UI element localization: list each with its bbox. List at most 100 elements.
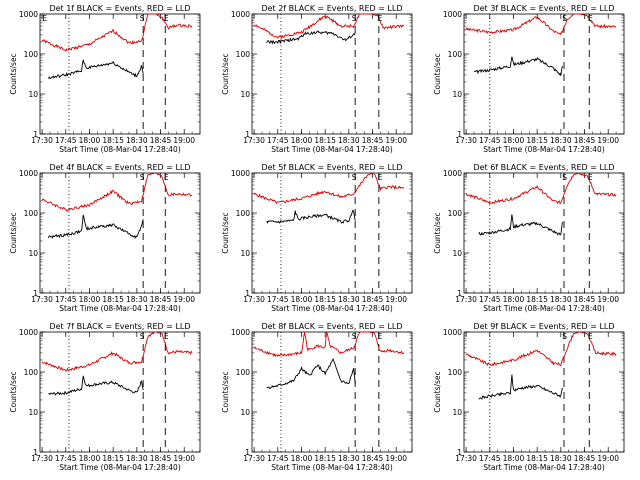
x-tick-label: 18:45	[574, 295, 596, 304]
x-tick-label: 18:00	[291, 136, 313, 145]
x-axis-label: Start Time (08-Mar-04 17:28:40)	[59, 145, 181, 154]
y-tick-label: 1	[245, 448, 250, 457]
y-tick-label: 1000	[231, 169, 250, 178]
y-axis-label: Counts/sec	[9, 53, 18, 94]
x-tick-label: 18:45	[362, 454, 384, 463]
plot-frame	[251, 331, 413, 453]
x-tick-label: 18:15	[102, 295, 124, 304]
end-marker: E	[42, 14, 47, 23]
y-tick-label: 100	[236, 368, 251, 377]
lld-series-line	[253, 13, 405, 40]
end-marker: E	[377, 14, 382, 23]
plot-frame	[251, 13, 413, 135]
start-marker: S	[352, 173, 357, 182]
x-tick-label: 17:45	[267, 295, 289, 304]
y-tick-label: 1000	[19, 328, 38, 337]
lld-series-line	[253, 172, 405, 205]
x-tick-label: 17:30	[31, 136, 53, 145]
y-tick-label: 1	[457, 448, 462, 457]
x-tick-label: 18:15	[314, 136, 336, 145]
y-tick-label: 1000	[443, 328, 462, 337]
plot-frame	[463, 13, 625, 135]
lld-series-line	[41, 13, 193, 53]
detector-panel: Det 9f BLACK = Events, RED = LLD 1 10 100 10…	[433, 322, 625, 472]
y-tick-label: 1	[33, 289, 38, 298]
y-tick-label: 10	[452, 408, 462, 417]
plot-frame	[39, 331, 201, 453]
x-tick-label: 19:00	[385, 295, 407, 304]
lld-series-line	[253, 331, 405, 357]
y-tick-label: 1	[33, 130, 38, 139]
y-tick-label: 1	[245, 289, 250, 298]
x-tick-label: 17:45	[55, 454, 77, 463]
x-tick-label: 18:15	[526, 454, 548, 463]
x-tick-label: 18:00	[79, 454, 101, 463]
x-axis-label: Start Time (08-Mar-04 17:28:40)	[271, 304, 393, 313]
y-tick-label: 100	[236, 50, 251, 59]
detector-panel: Det 6f BLACK = Events, RED = LLD 1 10 100 10…	[433, 163, 625, 313]
detector-panel: Det 8f BLACK = Events, RED = LLD 1 10 100 10…	[221, 322, 413, 472]
x-tick-label: 19:00	[597, 295, 619, 304]
x-tick-label: 18:00	[503, 136, 525, 145]
y-tick-label: 100	[24, 368, 39, 377]
x-tick-label: 18:45	[362, 295, 384, 304]
x-tick-label: 18:00	[79, 136, 101, 145]
y-tick-label: 100	[448, 50, 463, 59]
x-tick-label: 18:15	[314, 295, 336, 304]
x-tick-label: 17:45	[479, 136, 501, 145]
x-tick-label: 18:15	[314, 454, 336, 463]
x-tick-label: 18:15	[526, 136, 548, 145]
events-series-line	[478, 374, 563, 400]
y-tick-label: 1	[245, 130, 250, 139]
events-series-line	[47, 214, 144, 239]
x-tick-label: 17:30	[243, 454, 265, 463]
x-tick-label: 18:45	[574, 454, 596, 463]
panel-title: Det 3f BLACK = Events, RED = LLD	[473, 4, 614, 13]
x-tick-label: 17:45	[55, 295, 77, 304]
detector-panel: Det 4f BLACK = Events, RED = LLD 1 10 100 10…	[9, 163, 201, 313]
plot-frame	[39, 172, 201, 294]
end-marker: E	[588, 14, 593, 23]
y-tick-label: 1000	[443, 10, 462, 19]
x-tick-label: 18:45	[150, 136, 172, 145]
y-tick-label: 10	[28, 90, 38, 99]
x-tick-label: 18:15	[102, 454, 124, 463]
panel-title: Det 2f BLACK = Events, RED = LLD	[261, 4, 402, 13]
x-tick-label: 17:30	[455, 295, 477, 304]
x-tick-label: 18:30	[338, 454, 360, 463]
plot-frame	[463, 331, 625, 453]
start-marker: S	[352, 14, 357, 23]
x-tick-label: 17:30	[31, 295, 53, 304]
end-marker: E	[377, 173, 382, 182]
y-tick-label: 100	[24, 209, 39, 218]
y-axis-label: Counts/sec	[221, 371, 230, 412]
panel-title: Det 8f BLACK = Events, RED = LLD	[261, 322, 402, 331]
start-marker: S	[562, 173, 567, 182]
detector-panel: Det 5f BLACK = Events, RED = LLD 1 10 100 10…	[221, 163, 413, 313]
end-marker: E	[164, 332, 169, 341]
end-marker: E	[588, 332, 593, 341]
x-tick-label: 19:00	[173, 454, 195, 463]
end-marker: E	[588, 173, 593, 182]
y-axis-label: Counts/sec	[221, 212, 230, 253]
x-axis-label: Start Time (08-Mar-04 17:28:40)	[59, 463, 181, 472]
events-series-line	[473, 56, 563, 76]
x-tick-label: 19:00	[173, 295, 195, 304]
start-marker: S	[140, 332, 145, 341]
x-tick-label: 18:00	[79, 295, 101, 304]
y-axis-label: Counts/sec	[221, 53, 230, 94]
x-tick-label: 19:00	[385, 454, 407, 463]
lld-series-line	[465, 13, 617, 36]
end-marker: E	[164, 173, 169, 182]
x-tick-label: 18:15	[102, 136, 124, 145]
x-tick-label: 19:00	[385, 136, 407, 145]
x-tick-label: 18:45	[150, 454, 172, 463]
y-tick-label: 10	[452, 249, 462, 258]
x-tick-label: 18:00	[503, 454, 525, 463]
x-tick-label: 17:45	[267, 136, 289, 145]
y-axis-label: Counts/sec	[433, 212, 442, 253]
x-tick-label: 18:00	[291, 295, 313, 304]
detector-panel: Det 3f BLACK = Events, RED = LLD 1 10 100 10…	[433, 4, 625, 154]
x-tick-label: 18:30	[550, 295, 572, 304]
